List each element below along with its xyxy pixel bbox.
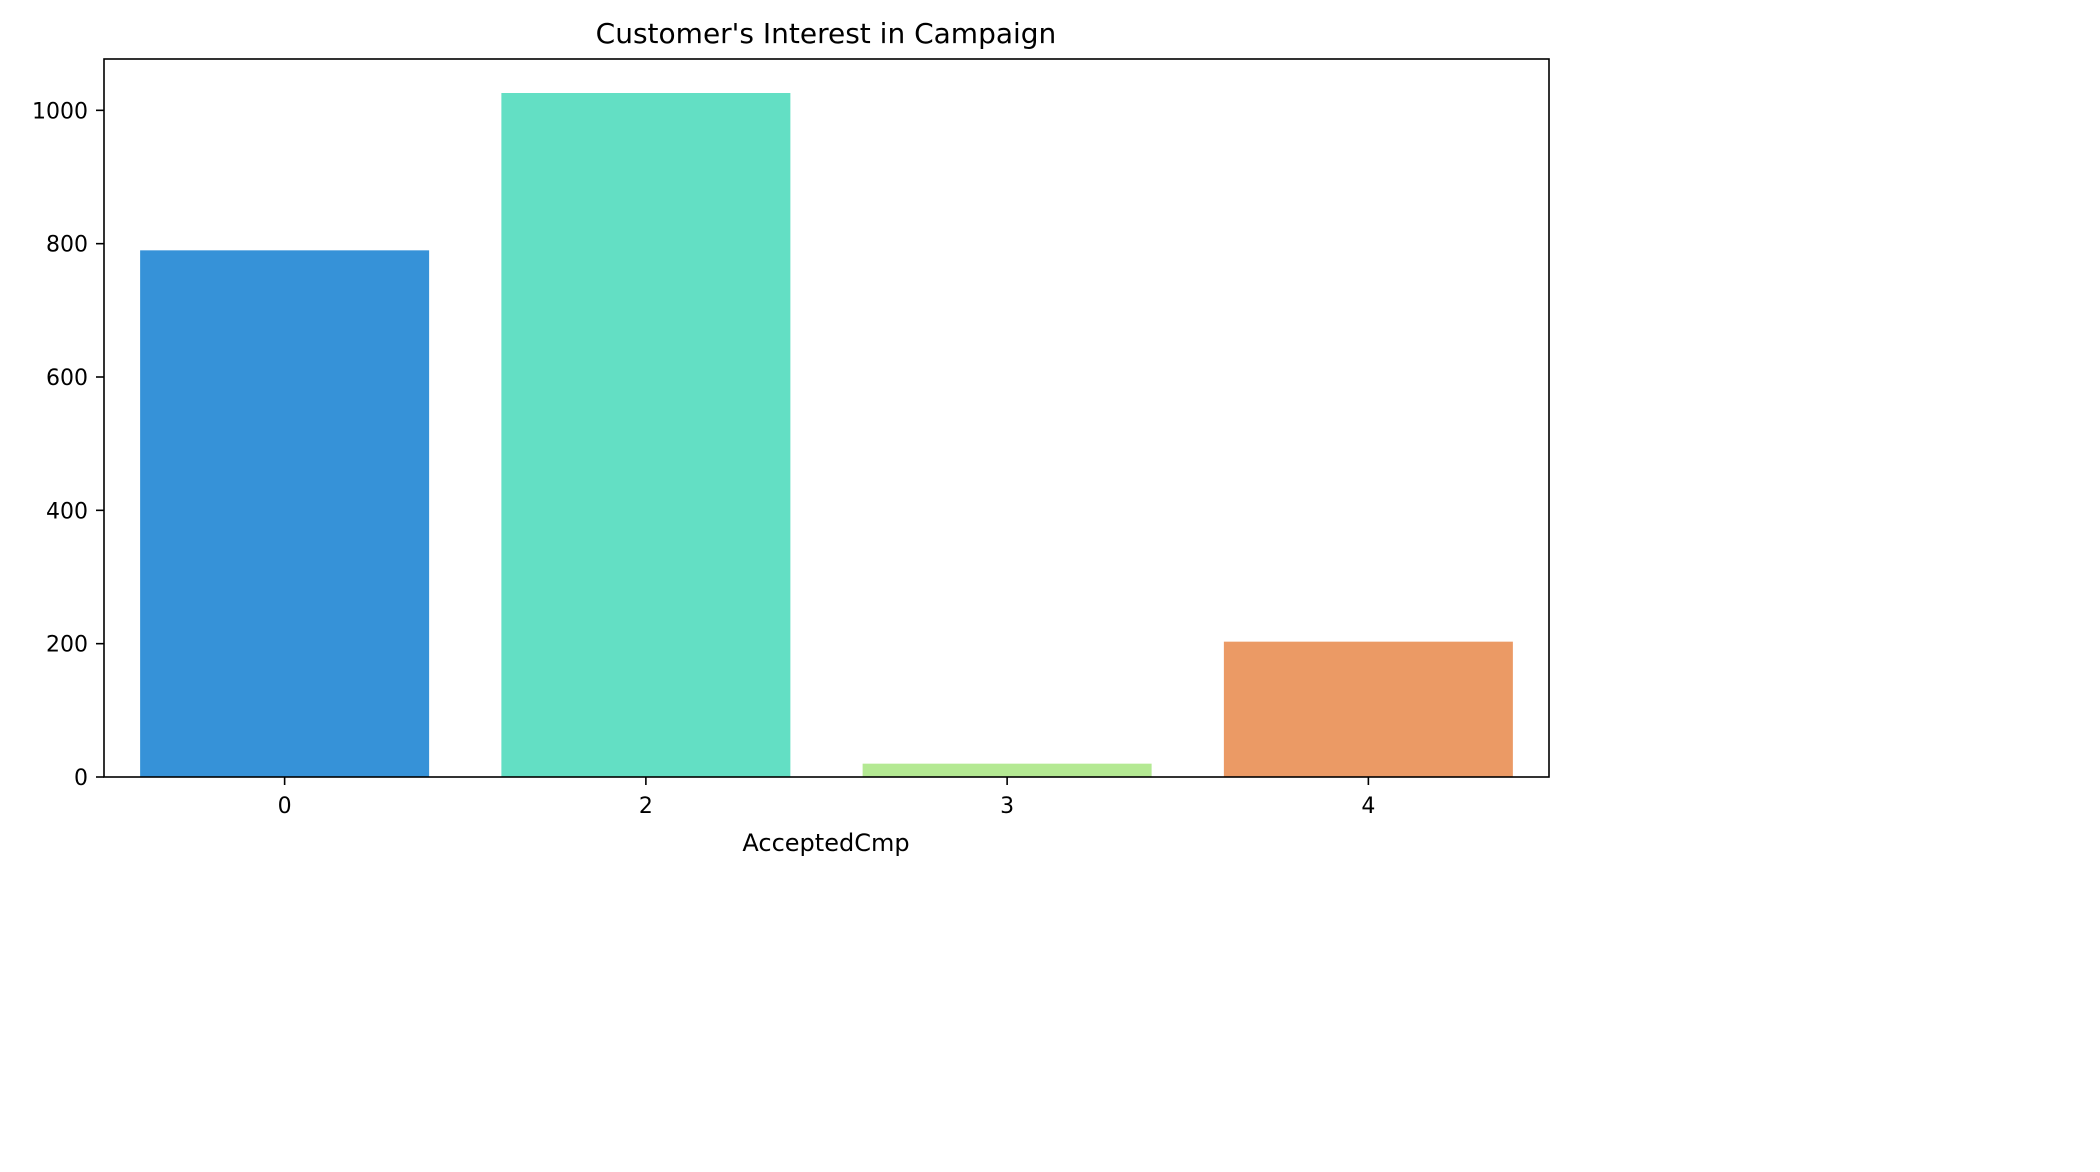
bars-layer xyxy=(140,93,1513,778)
y-tick-label: 600 xyxy=(46,366,88,391)
bar-chart-svg: Customer's Interest in Campaign 0 200 400 6… xyxy=(32,17,1550,857)
chart: Customer's Interest in Campaign 0 200 400 6… xyxy=(32,17,1550,857)
x-axis-label: AcceptedCmp xyxy=(742,829,909,857)
y-tick-label: 0 xyxy=(74,766,88,791)
bar-2 xyxy=(501,93,791,777)
y-tick-label: 800 xyxy=(46,233,88,258)
bar-3 xyxy=(862,763,1152,777)
plot-frame xyxy=(103,58,1550,778)
x-tick-label: 2 xyxy=(639,794,653,819)
x-tick-label: 3 xyxy=(1000,794,1014,819)
y-tick-label: 400 xyxy=(46,499,88,524)
bar-4 xyxy=(1223,641,1513,777)
x-tick-label: 0 xyxy=(278,794,292,819)
chart-title: Customer's Interest in Campaign xyxy=(596,17,1057,50)
y-tick-label: 200 xyxy=(46,633,88,658)
y-tick-label: 1000 xyxy=(32,99,88,124)
bar-0 xyxy=(140,250,430,778)
x-tick-label: 4 xyxy=(1361,794,1375,819)
y-axis-ticks: 0 200 400 600 800 1000 xyxy=(32,99,104,791)
x-axis-ticks: 0 2 3 4 xyxy=(278,777,1375,819)
